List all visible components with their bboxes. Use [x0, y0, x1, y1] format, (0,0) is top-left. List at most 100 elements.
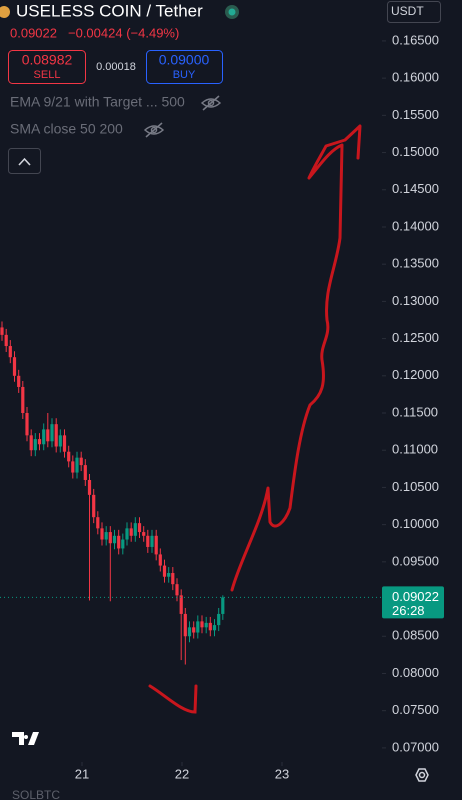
candle-body — [212, 625, 217, 631]
candle-body — [104, 532, 108, 540]
x-tick-label: 21 — [75, 766, 89, 781]
y-tick-label: 0.16500 — [392, 32, 439, 47]
candle-body — [17, 375, 21, 387]
last-price-box — [382, 586, 444, 619]
candle-body — [58, 435, 62, 447]
candle-body — [137, 523, 142, 533]
candle-body — [62, 435, 67, 452]
spread: 0.00018 — [96, 61, 136, 73]
change: −0.00424 (−4.49%) — [68, 25, 179, 40]
candle-body — [83, 465, 87, 480]
candle-body — [121, 539, 125, 549]
last-price-label: 0.09022 — [392, 589, 439, 604]
candle-body — [50, 424, 54, 442]
countdown: 26:28 — [392, 603, 425, 618]
candle-body — [162, 565, 167, 577]
collapse-button[interactable] — [8, 148, 41, 174]
y-tick-label: 0.14000 — [392, 218, 439, 233]
candle-body — [171, 573, 175, 585]
candle-body — [71, 461, 75, 473]
candle-body — [129, 528, 133, 536]
candle-body — [79, 457, 83, 466]
y-tick-label: 0.16000 — [392, 70, 439, 85]
candle-body — [4, 334, 8, 347]
y-tick-label: 0.12000 — [392, 367, 439, 382]
y-tick-label: 0.14500 — [392, 181, 439, 196]
plot-area: 0.07000 0.07500 0.08000 0.08500 0.09000 0.095… — [0, 32, 444, 781]
candle-body — [117, 535, 121, 549]
currency: USDT — [391, 4, 424, 18]
logo — [12, 732, 39, 745]
buy-label: BUY — [173, 69, 196, 81]
y-tick-label: 0.07500 — [392, 702, 439, 717]
candle-body — [37, 439, 42, 445]
logo-dot — [24, 735, 28, 739]
y-tick-label: 0.07000 — [392, 739, 439, 754]
y-tick-label: 0.12500 — [392, 330, 439, 345]
candle-body — [112, 535, 117, 544]
candle-body — [54, 424, 58, 447]
candle-body — [100, 528, 104, 540]
status-dot-inner — [228, 8, 236, 16]
candle-body — [196, 621, 200, 633]
annotation-mark — [148, 684, 198, 714]
candle-body — [87, 479, 92, 495]
candle-body — [33, 439, 37, 451]
hide-icon-2[interactable] — [143, 122, 165, 138]
x-tick-label: 23 — [275, 766, 289, 781]
symbol[interactable]: USELESS COIN / Tether — [16, 1, 203, 20]
candle-body — [108, 532, 112, 544]
footer-symbol[interactable]: SOLBTC — [12, 788, 60, 800]
candle-body — [150, 535, 154, 547]
candle-body — [221, 597, 225, 614]
y-tick-label: 0.08500 — [392, 628, 439, 643]
candle-body — [154, 535, 158, 555]
annotation-arrow — [230, 124, 362, 592]
y-tick-label: 0.11000 — [392, 442, 438, 457]
y-tick-label: 0.13000 — [392, 293, 439, 308]
candle-body — [96, 517, 100, 529]
candle-body — [92, 494, 96, 518]
candle-body — [179, 595, 183, 614]
y-tick-label: 0.11500 — [392, 404, 438, 419]
price: 0.09022 — [10, 25, 57, 40]
candle-body — [42, 429, 46, 445]
y-tick-label: 0.13500 — [392, 256, 439, 271]
candle-body — [75, 457, 79, 473]
sell-label: SELL — [34, 69, 61, 81]
candle-body — [200, 621, 204, 628]
y-tick-label: 0.15500 — [392, 107, 439, 122]
candle-body — [142, 532, 146, 536]
collapse-icon — [18, 157, 31, 166]
candle-body — [125, 528, 129, 540]
candle-body — [46, 429, 50, 442]
currency-button[interactable] — [387, 1, 441, 23]
buy-button[interactable] — [146, 50, 223, 84]
buy-price: 0.09000 — [159, 52, 210, 68]
indicator-1[interactable]: EMA 9/21 with Target ... 500 — [10, 94, 185, 110]
settings-button[interactable] — [415, 768, 429, 782]
candle-body — [21, 386, 25, 414]
x-tick-label: 22 — [175, 766, 189, 781]
y-tick-label: 0.10000 — [392, 516, 439, 531]
coin-icon — [0, 6, 10, 18]
y-tick-label: 0.10500 — [392, 479, 439, 494]
candle-body — [146, 535, 150, 547]
candle-body — [175, 584, 179, 596]
hide-icon-1[interactable] — [200, 95, 222, 111]
candle-body — [25, 413, 29, 436]
candle-body — [167, 573, 171, 577]
candle-body — [187, 627, 192, 637]
candle-body — [192, 627, 196, 633]
candle-body — [133, 523, 137, 536]
indicator-2[interactable]: SMA close 50 200 — [10, 121, 123, 137]
candle-body — [12, 357, 17, 376]
sell-button[interactable] — [8, 50, 86, 84]
y-tick-label: 0.09500 — [392, 553, 439, 568]
sell-price: 0.08982 — [22, 52, 73, 68]
candle-body — [29, 435, 33, 451]
candle-body — [67, 451, 71, 462]
